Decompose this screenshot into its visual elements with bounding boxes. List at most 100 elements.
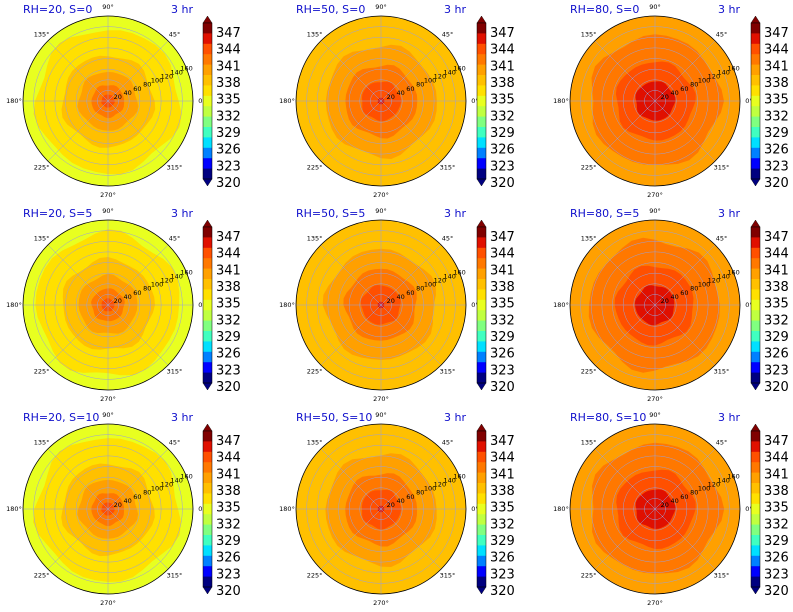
- colorbar-segment: [751, 237, 760, 249]
- colorbar-tick-label: 326: [490, 347, 515, 362]
- colorbar-segment: [203, 85, 212, 97]
- polar-outline: [22, 219, 194, 391]
- colorbar-segment: [203, 106, 212, 117]
- angle-tick-label: 180°: [553, 301, 569, 309]
- colorbar-segment: [203, 310, 212, 321]
- colorbar-extend-min: [750, 586, 761, 595]
- colorbar-segment: [203, 158, 212, 169]
- radial-tick-label: 80: [143, 81, 151, 89]
- radial-tick-label: 140: [171, 69, 183, 77]
- colorbar-segment: [203, 268, 212, 280]
- radial-tick-label: 100: [698, 485, 710, 493]
- radial-tick-label: 120: [161, 73, 173, 81]
- colorbar-segment: [477, 362, 486, 373]
- radial-tick-label: 80: [416, 489, 424, 497]
- angle-tick-label: 225°: [307, 367, 323, 375]
- colorbar-tick-label: 338: [764, 280, 789, 295]
- radial-tick-label: 120: [161, 277, 173, 285]
- colorbar-tick-label: 344: [764, 43, 789, 58]
- angle-tick-label: 225°: [581, 367, 597, 375]
- angle-tick-label: 90°: [649, 3, 661, 11]
- colorbar-frame: [476, 22, 487, 180]
- radial-tick-label: 100: [698, 77, 710, 85]
- angle-tick-label: 0°: [745, 301, 752, 309]
- angle-tick-label: 180°: [553, 97, 569, 105]
- angle-tick-label: 180°: [6, 97, 22, 105]
- colorbar-tick-label: 332: [216, 517, 241, 532]
- colorbar-segment: [477, 483, 486, 494]
- colorbar-tick-label: 332: [764, 313, 789, 328]
- colorbar-tick-label: 323: [764, 363, 789, 378]
- colorbar-tick-label: 338: [216, 76, 241, 91]
- colorbar-segment: [477, 493, 486, 505]
- colorbar-tick-label: 332: [764, 109, 789, 124]
- radial-tick-label: 140: [718, 69, 730, 77]
- colorbar-frame: [476, 430, 487, 588]
- colorbar-segment: [751, 545, 760, 557]
- colorbar-tick-label: 329: [490, 330, 515, 345]
- angle-tick-label: 270°: [647, 395, 663, 403]
- angle-tick-label: 270°: [373, 395, 389, 403]
- colorbar-tick-label: 323: [764, 159, 789, 174]
- colorbar-tick-label: 332: [764, 517, 789, 532]
- radial-tick-label: 140: [444, 69, 456, 77]
- colorbar-tick-label: 338: [764, 484, 789, 499]
- angle-tick-label: 225°: [34, 571, 50, 579]
- radial-tick-label: 100: [151, 281, 163, 289]
- panel-subtitle: 3 hr: [718, 207, 740, 220]
- angle-tick-label: 225°: [34, 367, 50, 375]
- radial-tick-label: 100: [151, 77, 163, 85]
- colorbar-segment: [751, 372, 760, 384]
- colorbar-extend-max: [202, 15, 213, 24]
- colorbar-tick-label: 326: [216, 347, 241, 362]
- radial-tick-label: 120: [434, 73, 446, 81]
- angle-tick-label: 225°: [307, 163, 323, 171]
- colorbar-segment: [477, 472, 486, 484]
- colorbar-segment: [203, 168, 212, 180]
- colorbar-segment: [477, 268, 486, 280]
- panel-title: RH=80, S=5: [570, 207, 639, 220]
- colorbar-segment: [477, 451, 486, 463]
- radial-tick-label: 140: [171, 273, 183, 281]
- colorbar-extend-min: [476, 178, 487, 187]
- colorbar-tick-label: 341: [216, 263, 241, 278]
- colorbar-segment: [203, 227, 212, 238]
- colorbar-segment: [203, 493, 212, 505]
- colorbar-segment: [203, 372, 212, 384]
- radial-tick-label: 160: [180, 64, 192, 72]
- colorbar-segment: [203, 75, 212, 86]
- polar-panel: 0°45°90°135°180°225°270°315°204060801001…: [279, 411, 515, 607]
- angular-grid-line: [654, 304, 716, 366]
- angular-grid-line: [320, 304, 382, 366]
- colorbar-tick-label: 347: [764, 434, 789, 449]
- radial-tick-label: 40: [396, 89, 404, 97]
- angle-tick-label: 0°: [198, 301, 205, 309]
- colorbar-tick-label: 347: [490, 230, 515, 245]
- colorbar-segment: [751, 431, 760, 442]
- angle-tick-label: 90°: [102, 411, 114, 419]
- angle-tick-label: 315°: [714, 163, 730, 171]
- colorbar-extend-max: [750, 15, 761, 24]
- colorbar-segment: [751, 158, 760, 169]
- angular-grid-line: [107, 508, 169, 570]
- colorbar-segment: [477, 147, 486, 159]
- colorbar-segment: [751, 95, 760, 107]
- colorbar-segment: [751, 493, 760, 505]
- colorbar-segment: [477, 341, 486, 353]
- angle-tick-label: 135°: [581, 31, 597, 39]
- radial-tick-label: 60: [133, 85, 141, 93]
- angle-tick-label: 90°: [649, 207, 661, 215]
- angular-grid-line: [594, 304, 656, 366]
- colorbar-segment: [203, 431, 212, 442]
- colorbar-segment: [203, 95, 212, 107]
- colorbar-tick-label: 335: [216, 93, 241, 108]
- angle-tick-label: 90°: [649, 411, 661, 419]
- colorbar-tick-label: 344: [216, 451, 241, 466]
- polar-outline: [569, 15, 741, 187]
- angular-grid-line: [380, 40, 442, 102]
- angular-grid-line: [320, 448, 382, 510]
- colorbar-tick-label: 338: [216, 280, 241, 295]
- radial-tick-label: 40: [123, 293, 131, 301]
- colorbar-segment: [751, 566, 760, 577]
